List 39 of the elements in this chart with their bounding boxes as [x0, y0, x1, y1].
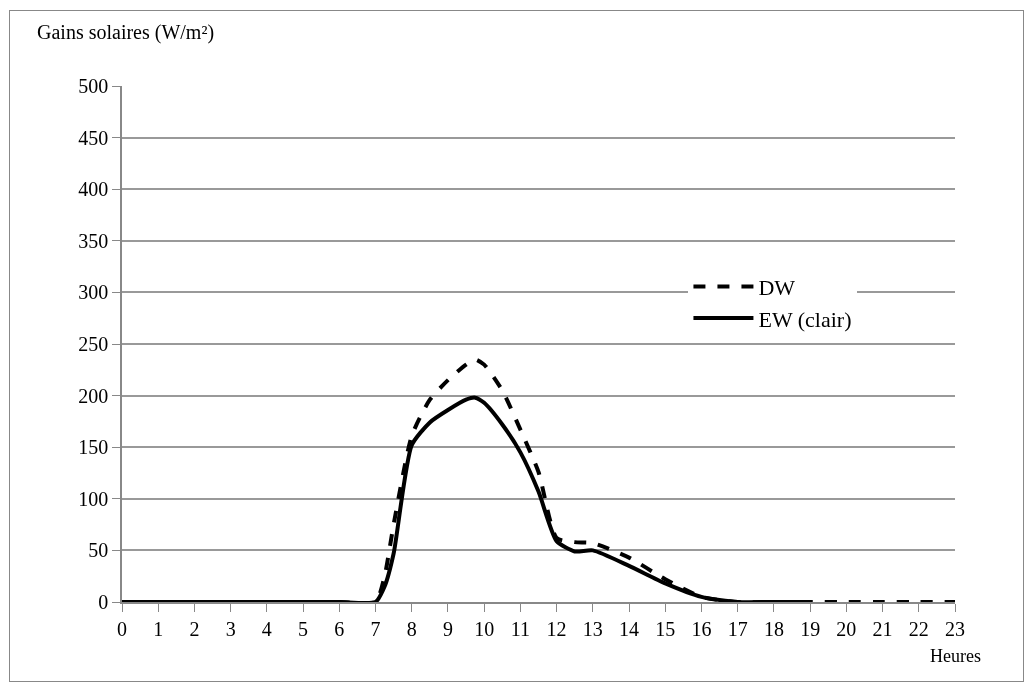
x-tick-label: 7	[370, 617, 381, 640]
y-tick-label: 100	[78, 487, 109, 510]
x-tick-label: 19	[800, 617, 821, 640]
y-tick-label: 0	[98, 591, 109, 613]
y-tick-label: 450	[78, 126, 109, 149]
x-tick-label: 2	[189, 617, 200, 640]
y-tick-label: 50	[88, 539, 109, 562]
x-tick-label: 18	[763, 617, 784, 640]
y-tick-label: 350	[78, 229, 109, 252]
x-tick-label: 16	[691, 617, 712, 640]
x-tick-label: 13	[582, 617, 603, 640]
y-tick-label: 150	[78, 436, 109, 459]
x-tick-label: 1	[153, 617, 164, 640]
x-tick-label: 12	[546, 617, 567, 640]
y-tick-label: 300	[78, 281, 109, 304]
x-tick-label: 9	[442, 617, 453, 640]
x-tick-label: 23	[945, 617, 965, 640]
x-axis-title: Heures	[930, 646, 981, 666]
x-tick-label: 5	[298, 617, 309, 640]
y-tick-label: 500	[78, 75, 109, 97]
x-tick-label: 22	[908, 617, 929, 640]
x-tick-label: 10	[474, 617, 495, 640]
x-tick-label: 17	[727, 617, 748, 640]
x-tick-label: 3	[225, 617, 236, 640]
x-tick-label: 15	[655, 617, 676, 640]
y-tick-label: 250	[78, 333, 109, 355]
y-tick-label: 400	[78, 178, 109, 201]
x-tick-label: 6	[334, 617, 345, 640]
legend-label: DW	[758, 275, 796, 301]
legend-label: EW (clair)	[758, 306, 852, 332]
x-tick-label: 14	[619, 617, 640, 640]
x-tick-label: 20	[836, 617, 857, 640]
x-tick-label: 11	[510, 617, 531, 640]
x-tick-label: 0	[117, 617, 127, 640]
x-tick-label: 4	[261, 617, 272, 640]
x-tick-label: 8	[406, 617, 417, 640]
x-tick-label: 21	[872, 617, 893, 640]
y-axis-title: Gains solaires (W/m²)	[37, 21, 215, 44]
y-tick-label: 200	[78, 384, 109, 407]
